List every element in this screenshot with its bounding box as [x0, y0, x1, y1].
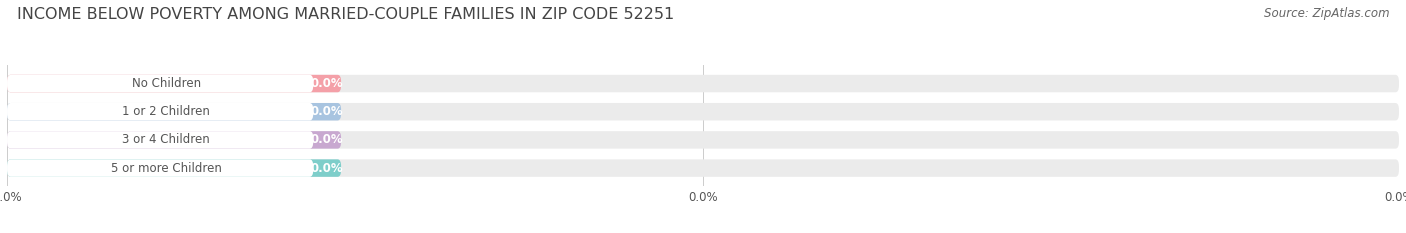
Text: 0.0%: 0.0%	[311, 77, 343, 90]
Text: 5 or more Children: 5 or more Children	[111, 161, 222, 175]
FancyBboxPatch shape	[7, 159, 1399, 177]
Text: 0.0%: 0.0%	[311, 161, 343, 175]
Text: Source: ZipAtlas.com: Source: ZipAtlas.com	[1264, 7, 1389, 20]
FancyBboxPatch shape	[7, 75, 342, 92]
Text: 0.0%: 0.0%	[311, 134, 343, 146]
FancyBboxPatch shape	[7, 75, 1399, 92]
Text: INCOME BELOW POVERTY AMONG MARRIED-COUPLE FAMILIES IN ZIP CODE 52251: INCOME BELOW POVERTY AMONG MARRIED-COUPL…	[17, 7, 673, 22]
FancyBboxPatch shape	[7, 159, 342, 177]
FancyBboxPatch shape	[7, 159, 314, 177]
Text: 0.0%: 0.0%	[311, 105, 343, 118]
Text: 1 or 2 Children: 1 or 2 Children	[122, 105, 211, 118]
Text: No Children: No Children	[132, 77, 201, 90]
FancyBboxPatch shape	[7, 103, 342, 120]
FancyBboxPatch shape	[7, 131, 314, 149]
FancyBboxPatch shape	[7, 103, 314, 120]
FancyBboxPatch shape	[7, 75, 314, 92]
Text: 3 or 4 Children: 3 or 4 Children	[122, 134, 209, 146]
FancyBboxPatch shape	[7, 103, 1399, 120]
FancyBboxPatch shape	[7, 131, 342, 149]
FancyBboxPatch shape	[7, 131, 1399, 149]
